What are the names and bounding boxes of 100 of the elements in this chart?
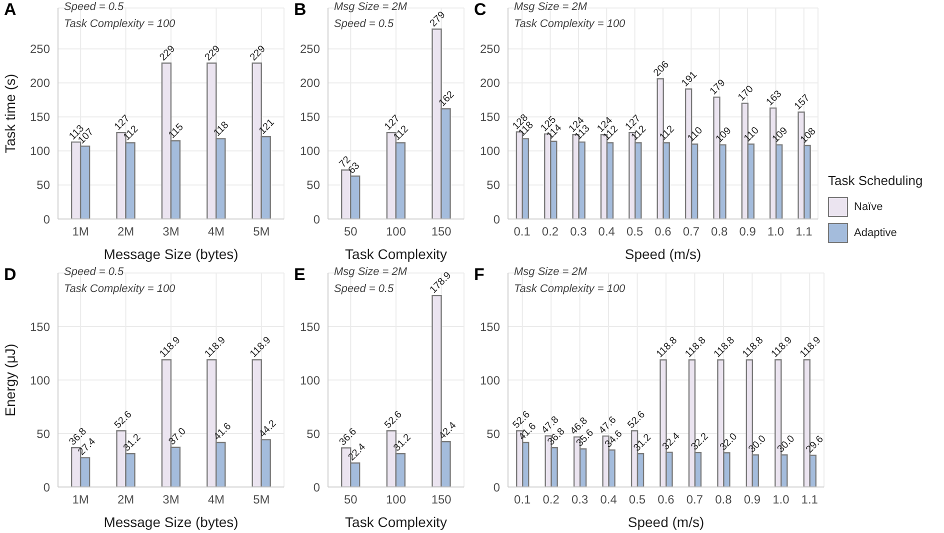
data-label: 31.2 <box>122 432 144 454</box>
x-tick-label: 0.6 <box>654 224 672 239</box>
x-tick-label: 0.7 <box>682 224 700 239</box>
data-label: 112 <box>658 124 678 143</box>
x-tick-label: 50 <box>344 224 358 239</box>
x-tick-label: 0.7 <box>686 492 704 507</box>
data-label: 170 <box>736 84 756 104</box>
x-tick-label: 0.4 <box>598 224 616 239</box>
y-tick-label: 50 <box>486 178 500 192</box>
annotation: Task Complexity = 100 <box>64 283 176 295</box>
annotation: Task Complexity = 100 <box>64 18 176 30</box>
x-tick-label: 0.3 <box>570 224 588 239</box>
data-label: 52.6 <box>112 408 134 431</box>
y-tick-label: 150 <box>30 110 50 124</box>
data-label: 157 <box>792 92 812 112</box>
x-tick-label: 4M <box>208 224 225 239</box>
y-tick-label: 0 <box>43 480 50 494</box>
y-tick-label: 50 <box>486 426 500 441</box>
x-tick-label: 0.8 <box>715 492 732 507</box>
y-tick-label: 50 <box>36 178 50 192</box>
y-tick-label: 200 <box>30 76 50 90</box>
data-label: 229 <box>203 43 223 64</box>
y-tick-label: 150 <box>30 320 50 334</box>
y-tick-label: 0 <box>493 212 500 226</box>
data-label: 42.4 <box>437 420 459 442</box>
x-axis-title: Speed (m/s) <box>624 246 702 262</box>
x-tick-label: 0.3 <box>571 492 588 507</box>
data-label: 37.0 <box>166 426 189 448</box>
y-tick-label: 250 <box>30 42 50 56</box>
y-tick-label: 150 <box>300 320 320 334</box>
chart-title: B <box>294 0 306 20</box>
legend-label: Naïve <box>854 201 883 213</box>
annotation: Msg Size = 2M <box>514 266 588 278</box>
x-tick-label: 0.1 <box>514 224 531 239</box>
y-tick-label: 100 <box>480 373 500 388</box>
data-label: 31.2 <box>632 432 654 454</box>
y-tick-label: 0 <box>313 480 320 494</box>
annotation: Speed = 0.5 <box>334 18 394 30</box>
data-label: 121 <box>257 116 278 137</box>
x-tick-label: 1.0 <box>767 224 784 239</box>
chart-title: A <box>4 0 16 20</box>
data-label: 110 <box>686 124 706 144</box>
x-tick-label: 2M <box>117 224 134 239</box>
x-axis-title: Message Size (bytes) <box>104 246 238 262</box>
data-label: 110 <box>742 124 762 144</box>
x-axis-title: Task Complexity <box>345 514 447 530</box>
data-label: 115 <box>166 121 186 141</box>
x-tick-label: 100 <box>386 492 406 507</box>
data-label: 108 <box>798 126 818 146</box>
x-tick-label: 50 <box>344 492 358 507</box>
x-tick-label: 100 <box>386 224 406 239</box>
y-tick-label: 200 <box>300 76 320 90</box>
data-label: 179 <box>708 77 728 98</box>
y-tick-label: 150 <box>480 110 500 124</box>
y-tick-label: 0 <box>43 212 50 226</box>
y-tick-label: 100 <box>30 144 50 158</box>
x-tick-label: 1.1 <box>801 492 818 507</box>
chart-title: D <box>4 265 16 285</box>
y-axis-title: Task time (s) <box>2 74 18 154</box>
annotation: Task Complexity = 100 <box>514 18 626 30</box>
y-tick-label: 0 <box>313 212 320 226</box>
x-tick-label: 0.2 <box>542 492 560 507</box>
x-tick-label: 1M <box>72 224 89 239</box>
data-label: 109 <box>714 125 734 145</box>
y-axis-title: Energy (μJ) <box>2 344 18 416</box>
x-tick-label: 0.6 <box>658 492 675 507</box>
x-tick-label: 3M <box>162 224 180 239</box>
data-label: 118 <box>212 119 232 139</box>
y-tick-label: 100 <box>300 373 320 388</box>
y-tick-label: 0 <box>493 480 500 494</box>
x-tick-label: 0.9 <box>744 492 761 507</box>
x-tick-label: 0.5 <box>628 492 646 507</box>
annotation: Task Complexity = 100 <box>514 283 626 295</box>
x-tick-label: 5M <box>253 492 270 507</box>
x-tick-label: 0.5 <box>626 224 644 239</box>
x-tick-label: 1M <box>72 492 89 507</box>
x-tick-label: 0.2 <box>542 224 559 239</box>
y-tick-label: 150 <box>300 110 320 124</box>
y-tick-label: 50 <box>36 426 50 441</box>
y-tick-label: 100 <box>300 144 320 158</box>
y-tick-label: 50 <box>306 178 320 192</box>
legend-title: Task Scheduling <box>828 173 924 189</box>
x-tick-label: 1.0 <box>772 492 790 507</box>
annotation: Msg Size = 2M <box>514 1 588 13</box>
annotation: Msg Size = 2M <box>334 266 408 278</box>
x-axis-title: Task Complexity <box>345 246 447 262</box>
y-tick-label: 100 <box>480 144 500 158</box>
data-label: 52.6 <box>626 408 648 431</box>
annotation: Msg Size = 2M <box>334 1 408 13</box>
x-tick-label: 1.1 <box>796 224 813 239</box>
data-label: 32.4 <box>660 430 682 452</box>
y-tick-label: 200 <box>480 76 500 90</box>
data-label: 44.2 <box>257 418 280 440</box>
data-label: 109 <box>770 125 790 145</box>
data-label: 52.6 <box>382 408 405 431</box>
y-tick-label: 250 <box>300 42 320 56</box>
x-tick-label: 2M <box>117 492 134 507</box>
data-label: 229 <box>248 43 268 64</box>
annotation: Speed = 0.5 <box>334 283 394 295</box>
data-label: 30.0 <box>776 433 798 456</box>
